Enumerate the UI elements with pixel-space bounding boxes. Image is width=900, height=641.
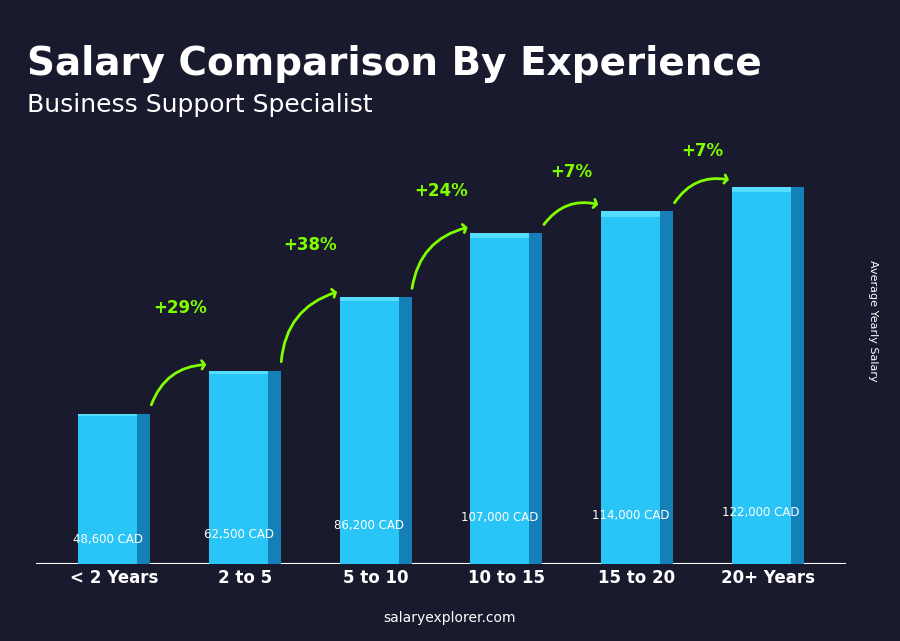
Bar xyxy=(529,233,543,564)
Text: salaryexplorer.com: salaryexplorer.com xyxy=(383,611,517,625)
Text: +29%: +29% xyxy=(153,299,207,317)
Bar xyxy=(399,297,411,564)
Bar xyxy=(138,413,150,564)
Text: Business Support Specialist: Business Support Specialist xyxy=(27,93,373,117)
Bar xyxy=(209,370,268,564)
Text: 48,600 CAD: 48,600 CAD xyxy=(73,533,143,546)
Text: +38%: +38% xyxy=(284,237,338,254)
Bar xyxy=(471,233,529,238)
Bar xyxy=(209,370,268,374)
Text: 62,500 CAD: 62,500 CAD xyxy=(203,528,274,541)
Text: +24%: +24% xyxy=(414,181,468,199)
Text: 86,200 CAD: 86,200 CAD xyxy=(334,519,404,532)
Text: +7%: +7% xyxy=(681,142,724,160)
Bar xyxy=(601,212,660,217)
Text: 122,000 CAD: 122,000 CAD xyxy=(723,506,800,519)
Bar xyxy=(78,413,138,564)
Bar xyxy=(601,212,660,564)
Bar xyxy=(78,413,138,416)
Bar xyxy=(732,187,790,564)
Text: +7%: +7% xyxy=(551,163,593,181)
Bar xyxy=(790,187,804,564)
Text: 107,000 CAD: 107,000 CAD xyxy=(461,512,538,524)
Bar xyxy=(660,212,673,564)
Text: Salary Comparison By Experience: Salary Comparison By Experience xyxy=(27,45,761,83)
Bar xyxy=(340,297,399,301)
Text: 114,000 CAD: 114,000 CAD xyxy=(592,509,670,522)
Bar xyxy=(268,370,281,564)
Bar xyxy=(471,233,529,564)
Bar xyxy=(732,187,790,192)
Bar xyxy=(340,297,399,564)
Text: Average Yearly Salary: Average Yearly Salary xyxy=(868,260,878,381)
